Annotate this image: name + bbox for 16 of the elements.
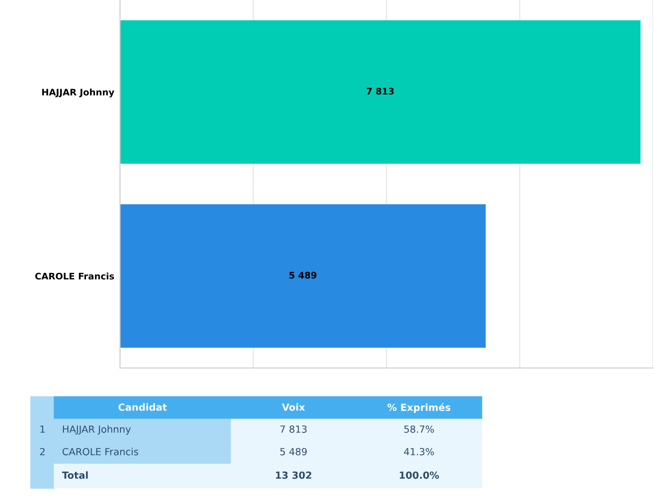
text: 41.3% [404, 448, 434, 456]
text: 7 813 [280, 425, 307, 433]
text: HAJJAR Johnny [62, 425, 131, 435]
text: % Exprimés [387, 403, 450, 413]
text: 13 302 [276, 471, 312, 479]
data-label: 7 813 [366, 88, 394, 95]
text: 1 [40, 426, 45, 433]
text: Candidat [118, 403, 167, 411]
text: 100.0% [400, 471, 439, 479]
text: 58.7% [404, 425, 434, 433]
data-label: 5 489 [289, 272, 316, 279]
text: 5 489 [280, 448, 307, 456]
text: Voix [282, 403, 305, 411]
text: 2 [40, 448, 45, 456]
text: Total [62, 471, 88, 479]
text: CAROLE Francis [62, 448, 138, 456]
